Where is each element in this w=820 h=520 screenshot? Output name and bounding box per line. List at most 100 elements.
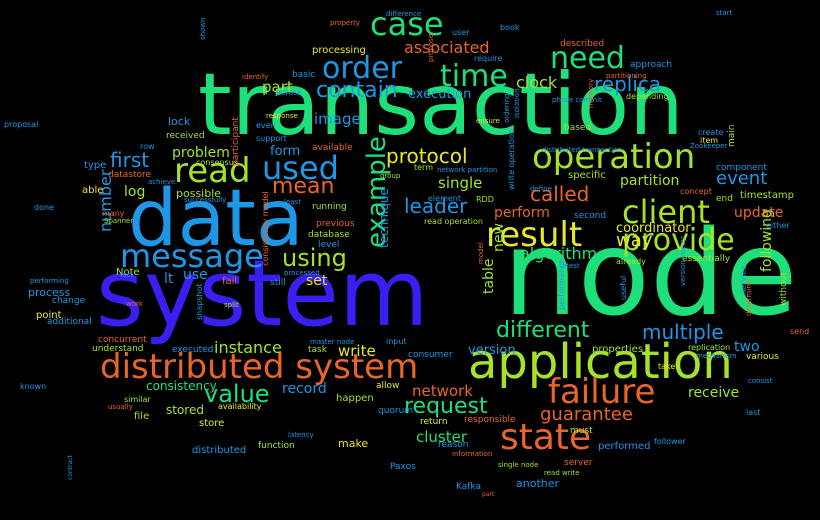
cloud-word: take (658, 362, 676, 371)
cloud-word: proposal (4, 120, 39, 129)
cloud-word: difference (386, 10, 422, 18)
cloud-word: allow (376, 381, 400, 391)
cloud-word: contain (316, 78, 398, 103)
cloud-word: possible (176, 187, 222, 200)
cloud-word: second (574, 211, 607, 221)
cloud-word: order (322, 51, 402, 86)
cloud-word: RDD (476, 195, 494, 204)
cloud-word: previous (316, 219, 355, 229)
cloud-word: approach (630, 60, 673, 70)
cloud-word: process (28, 286, 71, 299)
cloud-word: return (420, 417, 448, 427)
cloud-word: reason (438, 440, 469, 450)
cloud-word: specific (568, 170, 606, 181)
cloud-word: many (102, 209, 125, 218)
cloud-word: log (124, 184, 146, 200)
cloud-word: following (759, 209, 775, 272)
cloud-word: fact (120, 271, 134, 279)
cloud-word: memory (587, 78, 595, 108)
cloud-word: processed (284, 269, 320, 277)
cloud-word: across (276, 88, 302, 97)
cloud-word: still (270, 278, 286, 288)
cloud-word: done (34, 203, 54, 212)
cloud-word: partition (620, 173, 680, 189)
cloud-word: file (134, 411, 150, 422)
cloud-word: property (330, 19, 360, 27)
cloud-word: send (790, 327, 810, 336)
cloud-word: instance (214, 338, 282, 357)
cloud-word: using (282, 244, 347, 272)
cloud-word: described (560, 39, 605, 49)
cloud-word: operation (532, 137, 696, 177)
cloud-word: network partition (437, 166, 498, 174)
cloud-word: image (314, 110, 361, 128)
cloud-word: require (474, 54, 503, 63)
cloud-word: determine (745, 279, 753, 316)
cloud-word: basic (292, 70, 316, 80)
cloud-word: server (564, 458, 593, 468)
cloud-word: leader (404, 194, 468, 218)
cloud-word: transaction (198, 55, 684, 155)
cloud-word: concurrent (98, 335, 147, 345)
cloud-word: term (414, 163, 433, 172)
cloud-word: read operation (424, 217, 483, 226)
cloud-word: write (338, 342, 376, 360)
cloud-word: happen (336, 393, 374, 404)
cloud-word: snapshot (195, 283, 204, 321)
cloud-word: timestamp (740, 190, 794, 201)
cloud-word: state (500, 417, 592, 458)
cloud-word: single node (498, 461, 539, 469)
cloud-word: without (779, 272, 789, 306)
cloud-word: case (370, 5, 444, 43)
cloud-word: consensus (196, 158, 238, 167)
cloud-word: follower (654, 437, 686, 446)
cloud-word: item (700, 136, 719, 145)
cloud-word: ordering (503, 93, 511, 124)
cloud-word: create (698, 128, 724, 137)
cloud-word: Zookeeper (690, 142, 728, 150)
cloud-word: similar (124, 395, 151, 404)
cloud-word: consistency (146, 379, 217, 393)
cloud-word: version (468, 343, 516, 358)
cloud-word: task (308, 345, 327, 355)
cloud-word: identify (242, 73, 269, 81)
cloud-word: various (746, 352, 779, 362)
cloud-word: record (282, 381, 327, 397)
cloud-word: way (616, 230, 653, 251)
cloud-word: problem (172, 145, 230, 161)
cloud-word: consist (748, 377, 773, 385)
cloud-word: received (166, 131, 205, 141)
cloud-word: known (20, 382, 47, 391)
cloud-word: properties (592, 344, 644, 355)
cloud-word: information (452, 450, 493, 458)
cloud-word: replica (594, 72, 662, 96)
cloud-word: failure (548, 372, 656, 412)
cloud-word: clock (516, 73, 558, 92)
cloud-word: master node (310, 338, 355, 346)
cloud-word: latest (560, 262, 580, 270)
cloud-word: row (140, 142, 155, 151)
cloud-word: depending (626, 92, 669, 101)
cloud-word: update (734, 205, 784, 221)
cloud-word: usually (108, 403, 133, 411)
cloud-word: Kafka (456, 482, 481, 492)
cloud-word: responsible (464, 415, 516, 425)
cloud-word: protocol (386, 144, 468, 168)
cloud-word: work (126, 300, 143, 308)
cloud-word: user (452, 28, 470, 37)
cloud-word: component (716, 163, 767, 173)
cloud-word: running (312, 202, 347, 212)
cloud-word: available (312, 143, 353, 153)
cloud-word: read (174, 151, 251, 191)
cloud-word: contract (67, 455, 74, 480)
cloud-word: quorum (378, 406, 414, 416)
cloud-word: event (716, 168, 768, 189)
cloud-word: single (438, 174, 483, 192)
cloud-word: function (258, 441, 295, 451)
cloud-word: version vector (679, 235, 687, 286)
cloud-word: store (199, 418, 225, 429)
cloud-word: first (110, 148, 150, 172)
cloud-word: last (746, 408, 761, 417)
cloud-word: achieve (148, 178, 176, 186)
